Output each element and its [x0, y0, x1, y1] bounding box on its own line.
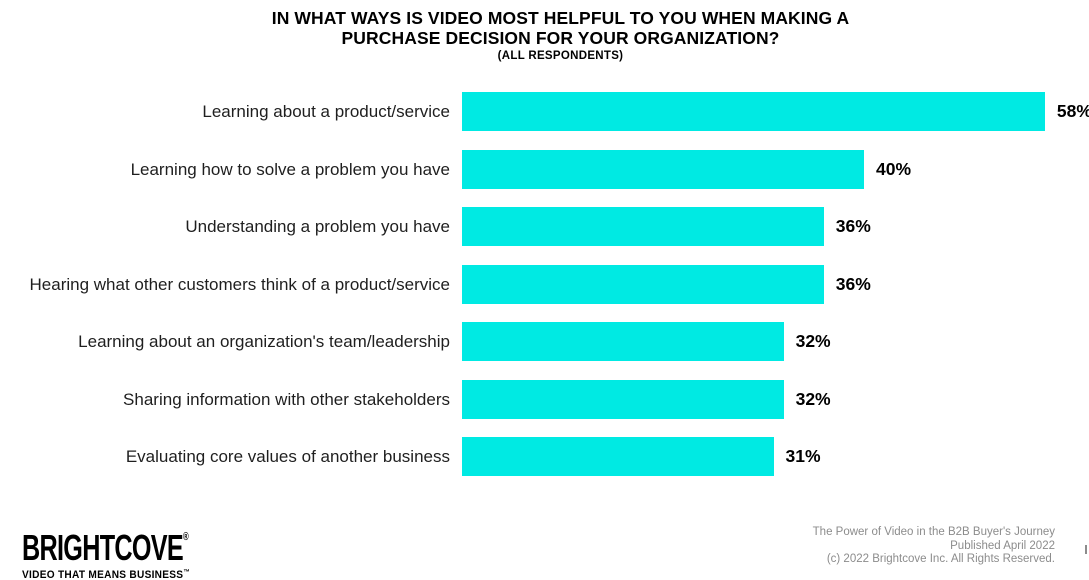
- value-label: 36%: [835, 216, 871, 236]
- brightcove-tagline: VIDEO THAT MEANS BUSINESS™: [22, 569, 191, 580]
- bar: [462, 437, 774, 476]
- attribution-line-2: Published April 2022: [950, 539, 1055, 552]
- bar: [462, 149, 864, 189]
- category-label: Evaluating core values of another busine…: [125, 447, 450, 466]
- bar-chart: Learning about a product/service 58% Lea…: [0, 92, 1089, 492]
- category-label: Understanding a problem you have: [185, 217, 450, 236]
- registered-mark: ®: [183, 531, 189, 543]
- category-label: Learning about an organization's team/le…: [78, 332, 450, 351]
- brightcove-logo-text: BRIGHTCOVE®: [22, 527, 189, 568]
- value-label: 32%: [795, 331, 831, 351]
- brightcove-logo: BRIGHTCOVE® VIDEO THAT MEANS BUSINESS™: [22, 519, 260, 580]
- chart-title-line-1: IN WHAT WAYS IS VIDEO MOST HELPFUL TO YO…: [271, 8, 850, 28]
- bar-row: Hearing what other customers think of a …: [0, 264, 1089, 304]
- bar-row: Sharing information with other stakehold…: [0, 379, 1089, 419]
- chart-title-line-2: PURCHASE DECISION FOR YOUR ORGANIZATION?: [341, 28, 780, 48]
- category-label: Learning about a product/service: [202, 102, 450, 121]
- category-label: Learning how to solve a problem you have: [130, 159, 450, 179]
- category-label: Hearing what other customers think of a …: [29, 274, 450, 294]
- bar-row: Evaluating core values of another busine…: [0, 437, 1089, 476]
- bar: [462, 264, 824, 304]
- value-label: 32%: [795, 388, 831, 409]
- category-label: Sharing information with other stakehold…: [123, 389, 450, 409]
- bar-row: Learning about a product/service 58%: [0, 92, 1089, 131]
- source-attribution: The Power of Video in the B2B Buyer's Jo…: [813, 526, 1055, 567]
- chart-title-block: IN WHAT WAYS IS VIDEO MOST HELPFUL TO YO…: [16, 8, 1089, 63]
- bar-row: Understanding a problem you have 36%: [0, 207, 1089, 246]
- bar: [462, 207, 824, 246]
- value-label: 36%: [835, 273, 871, 294]
- bar-row: Learning how to solve a problem you have…: [0, 149, 1089, 189]
- bar: [462, 92, 1045, 131]
- bar-row: Learning about an organization's team/le…: [0, 322, 1089, 361]
- attribution-line-3: (c) 2022 Brightcove Inc. All Rights Rese…: [826, 553, 1055, 565]
- bar: [462, 379, 784, 419]
- value-label: 40%: [876, 158, 912, 179]
- chart-subtitle: (ALL RESPONDENTS): [497, 50, 624, 62]
- value-label: 31%: [785, 446, 821, 466]
- trademark-mark: ™: [183, 569, 191, 576]
- attribution-line-1: The Power of Video in the B2B Buyer's Jo…: [812, 526, 1055, 538]
- cropped-text-fragment: [1085, 545, 1087, 554]
- bar: [462, 322, 784, 361]
- value-label: 58%: [1056, 101, 1089, 121]
